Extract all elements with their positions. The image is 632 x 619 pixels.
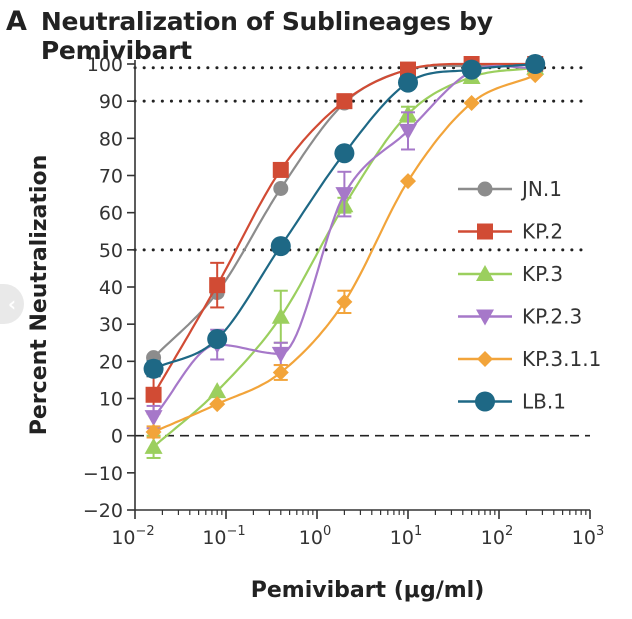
x-axis-title: Pemivibart (μg/ml) — [251, 578, 485, 603]
y-tick-label: −20 — [83, 500, 123, 522]
x-tick-label: 103 — [572, 524, 604, 549]
y-tick-label: 60 — [99, 203, 123, 225]
fit-curve-kp-2-3 — [152, 64, 536, 418]
y-tick-label: 70 — [99, 166, 123, 188]
data-point-kp-3-1-1 — [272, 364, 289, 381]
y-tick-label: 50 — [99, 240, 123, 262]
data-point-kp-3-1-1 — [400, 173, 416, 190]
data-point-lb-1 — [398, 72, 418, 93]
x-tick-label: 10−1 — [202, 524, 245, 549]
y-tick-label: 0 — [111, 426, 123, 448]
x-tick-label: 101 — [390, 524, 422, 549]
series-lb-1 — [143, 54, 546, 379]
legend-marker-kp-2-3 — [476, 309, 494, 326]
data-point-kp-2 — [145, 386, 162, 403]
fit-curve-kp-3 — [152, 66, 536, 448]
data-point-kp-2 — [336, 93, 353, 110]
data-point-lb-1 — [207, 329, 228, 350]
data-point-kp-3 — [144, 437, 163, 454]
legend-label-kp-3-1-1: KP.3.1.1 — [522, 347, 601, 371]
legend-marker-kp-3 — [476, 265, 494, 281]
data-point-kp-3-1-1 — [209, 396, 226, 413]
y-tick-label: 10 — [99, 389, 123, 411]
y-tick-label: 90 — [99, 91, 123, 113]
data-point-lb-1 — [525, 54, 546, 74]
data-point-kp-2-3 — [271, 346, 290, 363]
data-point-lb-1 — [143, 358, 164, 379]
data-point-kp-3 — [208, 382, 227, 399]
data-point-lb-1 — [334, 143, 355, 164]
legend-label-lb-1: LB.1 — [522, 390, 566, 414]
chart-title: Neutralization of Sublineages by Pemivib… — [40, 7, 493, 65]
x-tick-label: 102 — [481, 524, 513, 549]
data-point-kp-2-3 — [335, 187, 354, 204]
y-tick-label: −10 — [83, 463, 123, 485]
series-kp-2-3 — [144, 60, 545, 430]
data-point-lb-1 — [461, 59, 482, 80]
data-point-kp-2-3 — [144, 410, 163, 427]
legend-marker-kp-2 — [477, 223, 493, 240]
legend-label-kp-2: KP.2 — [522, 220, 563, 244]
legend-marker-lb-1 — [475, 391, 495, 412]
y-axis-title: Percent Neutralization — [27, 155, 52, 435]
legend-label-kp-3: KP.3 — [522, 262, 563, 286]
panel-label: A — [6, 6, 27, 37]
data-point-kp-2 — [209, 277, 226, 294]
data-point-kp-3 — [271, 307, 290, 324]
legend: JN.1 KP.2 KP.3 KP.2.3 KP.3.1.1 LB.1 — [458, 177, 601, 414]
y-tick-label: 40 — [99, 277, 123, 299]
data-point-kp-2-3 — [399, 123, 417, 140]
data-point-kp-2 — [272, 161, 289, 178]
legend-marker-kp-3-1-1 — [477, 351, 493, 367]
y-tick-label: 20 — [99, 351, 123, 373]
y-tick-label: 80 — [99, 128, 123, 150]
chart-title-row: A Neutralization of Sublineages by Pemiv… — [6, 6, 632, 65]
legend-label-jn-1: JN.1 — [520, 177, 562, 201]
legend-label-kp-2-3: KP.2.3 — [522, 305, 582, 329]
data-point-lb-1 — [270, 236, 291, 257]
y-tick-label: 100 — [87, 54, 123, 76]
legend-marker-jn-1 — [477, 181, 493, 197]
data-point-jn-1 — [273, 181, 289, 197]
fit-curve-kp-3-1-1 — [153, 74, 536, 433]
series-kp-3-1-1 — [145, 67, 544, 440]
data-point-kp-3-1-1 — [336, 293, 353, 310]
y-tick-label: 30 — [99, 314, 123, 336]
x-tick-label: 100 — [299, 524, 331, 549]
chevron-left-icon: ‹ — [7, 292, 17, 316]
data-point-kp-3-1-1 — [145, 423, 162, 440]
x-tick-label: 10−2 — [111, 524, 154, 549]
data-point-kp-3-1-1 — [463, 95, 480, 112]
